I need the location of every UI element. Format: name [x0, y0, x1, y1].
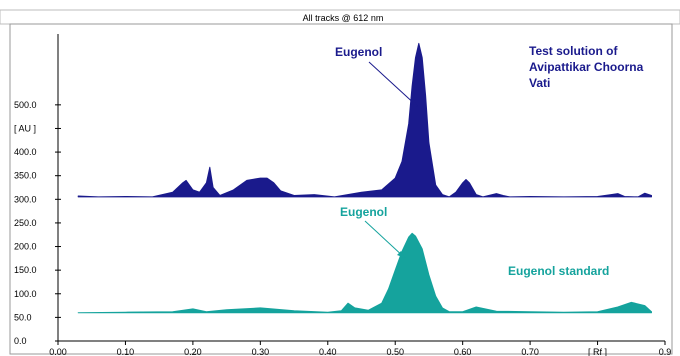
- x-tick-label: 0.70: [521, 347, 539, 356]
- x-tick-label: 0.00: [49, 347, 67, 356]
- y-tick-label: 350.0: [14, 171, 37, 181]
- x-tick-label: [ Rf ]: [588, 347, 607, 356]
- x-tick-label: 0.40: [319, 347, 337, 356]
- arrowhead-eugenol-standard: [397, 251, 405, 258]
- series-eugenol-standard-area: [77, 232, 652, 314]
- y-tick-label: 150.0: [14, 265, 37, 275]
- annotation-eugenol-standard: Eugenol standard: [508, 264, 609, 278]
- annotation-test-solution-line3: Vati: [529, 76, 550, 90]
- arrow-eugenol-test: [368, 61, 419, 108]
- annotation-test-solution-line2: Avipattikar Choorna: [529, 60, 644, 74]
- y-tick-label: 200.0: [14, 242, 37, 252]
- y-tick-label: 250.0: [14, 218, 37, 228]
- y-tick-label: 0.0: [14, 336, 27, 346]
- plot-frame: [9, 23, 673, 355]
- annotation-test-solution-line1: Test solution of: [529, 44, 618, 58]
- x-tick-label: 0.9: [659, 347, 672, 356]
- annotation-eugenol-standard-peak: Eugenol: [340, 205, 387, 219]
- y-tick-label: 100.0: [14, 289, 37, 299]
- arrowhead-eugenol-test: [410, 100, 418, 107]
- x-tick-label: 0.50: [386, 347, 404, 356]
- y-tick-label: [ AU ]: [14, 123, 36, 133]
- x-tick-label: 0.20: [184, 347, 202, 356]
- series-test-solution-area: [77, 42, 652, 198]
- chart-title: All tracks @ 612 nm: [303, 13, 384, 23]
- y-tick-label: 300.0: [14, 194, 37, 204]
- arrow-eugenol-standard: [364, 220, 406, 259]
- y-tick-label: 400.0: [14, 147, 37, 157]
- x-tick-label: 0.30: [252, 347, 270, 356]
- x-tick-label: 0.60: [454, 347, 472, 356]
- y-tick-label: 50.0: [14, 312, 32, 322]
- annotation-eugenol-test: Eugenol: [335, 45, 382, 59]
- x-tick-label: 0.10: [117, 347, 135, 356]
- y-tick-label: 500.0: [14, 100, 37, 110]
